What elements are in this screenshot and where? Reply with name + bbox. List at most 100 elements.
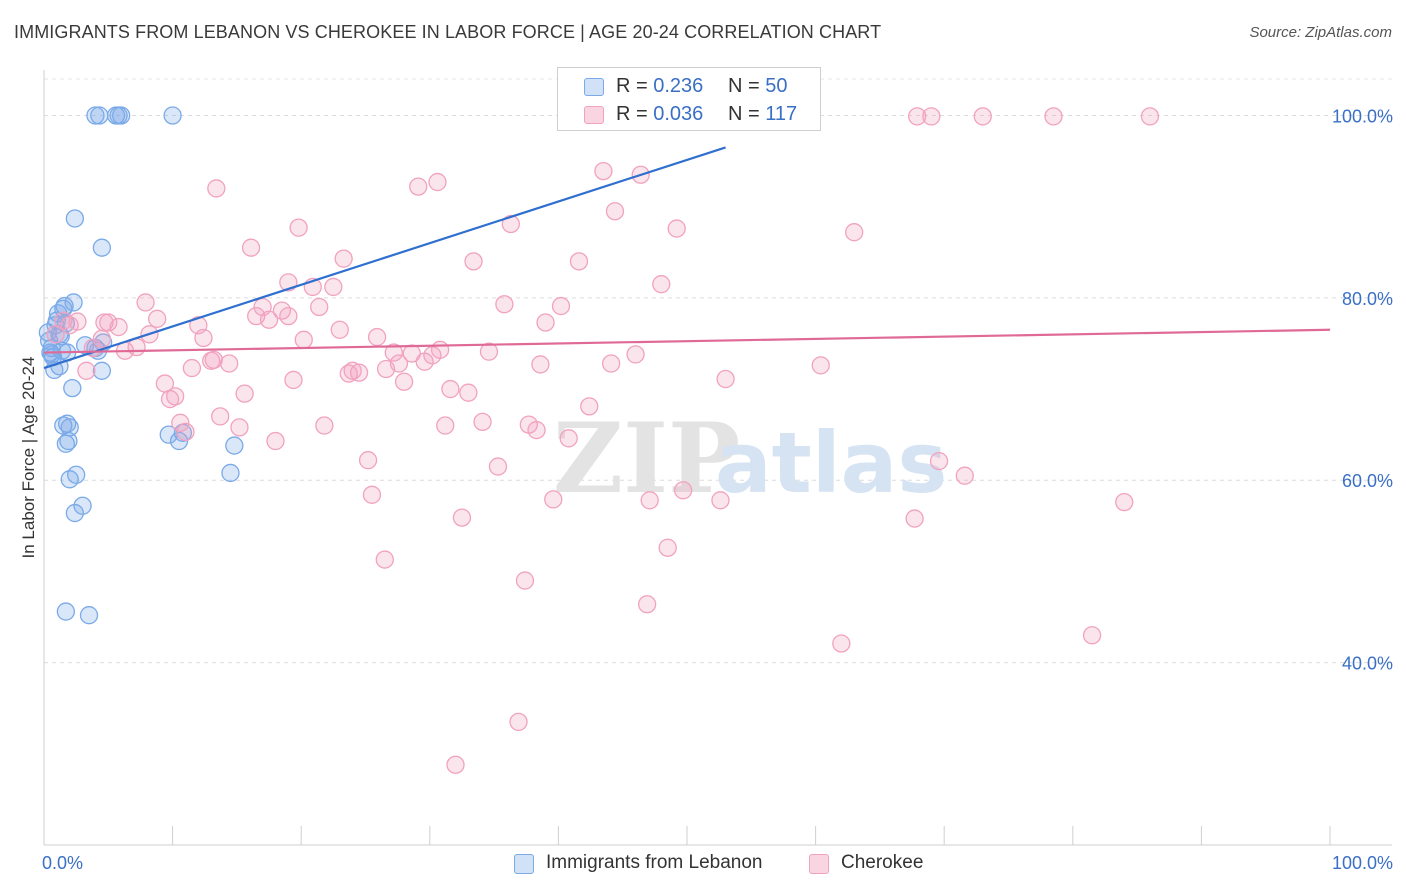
y-axis-label: In Labor Force | Age 20-24 [19,357,38,559]
y-tick-label: 80.0% [1342,289,1393,309]
legend-r-label: R = [616,75,654,97]
lebanon-point [79,606,99,625]
cherokee-point [148,309,167,328]
cherokee-point [294,330,313,349]
cherokee-point [515,571,535,590]
y-tick-label: 40.0% [1342,654,1393,674]
cherokee-point [241,238,261,257]
cherokee-point [204,350,223,370]
cherokee-point [310,297,329,317]
cherokee-point [637,595,657,614]
cherokee-swatch [584,106,604,124]
lebanon-point [92,361,112,380]
cherokee-point [109,317,128,337]
lebanon-point [112,106,131,125]
cherokee-point [509,712,528,732]
lebanon-point [163,106,182,125]
cherokee-point [324,277,343,297]
trendlines [43,146,1331,370]
lebanon-point [73,496,92,515]
cherokee-point [1044,107,1063,126]
legend-n-label: N = [728,75,766,97]
cherokee-point [640,491,659,510]
cherokee-point [160,389,180,409]
chart-source: Source: ZipAtlas.com [1249,24,1392,41]
cherokee-point [601,354,621,373]
cherokee-point [594,161,613,181]
lebanon-trendline [43,146,726,370]
y-tick-label: 60.0% [1342,471,1393,491]
cherokee-point [1115,492,1134,512]
cherokee-point [673,481,693,500]
lebanon-point [56,602,76,621]
legend-n-label: N = [728,103,766,125]
cherokee-trendline [43,328,1331,354]
lebanon-point [65,503,85,523]
cherokee-point [559,429,578,448]
legend-r-value: 0.236 [653,75,704,97]
cherokee-legend-label: Cherokee [841,852,924,873]
lebanon-legend-swatch [514,854,534,874]
legend-row-lebanon: R = 0.236 N = 50 [558,72,820,102]
series-legend: Immigrants from Lebanon Cherokee [0,852,1406,878]
cherokee-point [495,295,514,314]
cherokee-point [194,328,213,348]
lebanon-point [225,436,244,455]
cherokee-point [207,179,226,198]
cherokee-point [441,379,460,399]
cherokee-point [77,361,96,380]
cherokee-point [266,431,285,451]
cherokee-point [832,634,851,653]
cherokee-point [569,252,589,271]
cherokee-point [99,313,118,332]
cherokee-point [259,310,279,329]
cherokee-point [527,420,546,440]
cherokee-point [211,407,230,426]
cherokee-point [428,172,447,192]
cherokee-point [279,306,298,326]
cherokee-point [459,383,478,402]
cherokee-point [376,359,396,379]
cherokee-point [811,356,830,375]
cherokee-point [136,293,155,312]
cherokee-point [580,397,599,416]
cherokee-point [1140,107,1160,126]
cherokee-point [845,223,864,242]
lebanon-point [221,463,240,483]
x-tick-label: 0.0% [42,853,83,873]
cherokee-point [176,422,195,442]
cherokee-point [430,340,450,359]
series-cherokee [46,107,1160,774]
cherokee-point [473,412,492,432]
cherokee-point [330,320,349,339]
cherokee-point [658,538,677,557]
cherokee-point [464,252,483,271]
lebanon-point [67,465,86,484]
cherokee-point [929,451,949,471]
cherokee-point [394,372,414,391]
cherokee-point [667,219,686,238]
cherokee-point [284,370,303,390]
cherokee-point [551,296,571,316]
lebanon-point [92,238,112,257]
cherokee-point [409,177,428,196]
cherokee-point [46,325,65,344]
cherokee-point [922,107,941,126]
cherokee-point [531,355,550,374]
cherokee-point [375,550,394,569]
cherokee-point [973,107,992,126]
cherokee-point [334,249,353,268]
cherokee-point [955,466,974,485]
cherokee-point [905,509,924,528]
cherokee-point [92,329,112,349]
cherokee-point [349,363,369,382]
cherokee-point [166,387,185,406]
lebanon-point [60,418,79,437]
gridlines [44,78,1392,664]
cherokee-point [315,416,334,435]
legend-r-value: 0.036 [653,103,704,125]
cherokee-point [446,755,465,774]
cherokee-point [479,342,499,361]
y-tick-label: 100.0% [1332,106,1393,126]
